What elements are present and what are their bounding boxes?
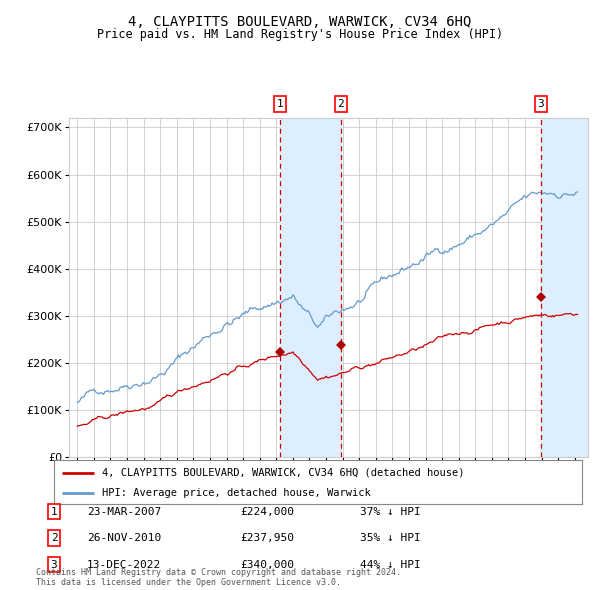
Bar <box>280 118 341 457</box>
Text: Contains HM Land Registry data © Crown copyright and database right 2024.
This d: Contains HM Land Registry data © Crown c… <box>36 568 401 587</box>
Text: 23-MAR-2007: 23-MAR-2007 <box>87 507 161 516</box>
Text: £224,000: £224,000 <box>240 507 294 516</box>
Bar <box>541 118 588 457</box>
Text: Price paid vs. HM Land Registry's House Price Index (HPI): Price paid vs. HM Land Registry's House … <box>97 28 503 41</box>
Text: 2: 2 <box>50 533 58 543</box>
Text: 1: 1 <box>50 507 58 516</box>
Text: 3: 3 <box>538 99 544 109</box>
Text: 26-NOV-2010: 26-NOV-2010 <box>87 533 161 543</box>
Text: 1: 1 <box>277 99 283 109</box>
Text: 35% ↓ HPI: 35% ↓ HPI <box>360 533 421 543</box>
Text: £237,950: £237,950 <box>240 533 294 543</box>
Text: 4, CLAYPITTS BOULEVARD, WARWICK, CV34 6HQ (detached house): 4, CLAYPITTS BOULEVARD, WARWICK, CV34 6H… <box>101 468 464 477</box>
Text: 4, CLAYPITTS BOULEVARD, WARWICK, CV34 6HQ: 4, CLAYPITTS BOULEVARD, WARWICK, CV34 6H… <box>128 15 472 29</box>
Text: £340,000: £340,000 <box>240 560 294 569</box>
Text: 37% ↓ HPI: 37% ↓ HPI <box>360 507 421 516</box>
Text: 13-DEC-2022: 13-DEC-2022 <box>87 560 161 569</box>
Text: 3: 3 <box>50 560 58 569</box>
Text: 44% ↓ HPI: 44% ↓ HPI <box>360 560 421 569</box>
Text: HPI: Average price, detached house, Warwick: HPI: Average price, detached house, Warw… <box>101 489 370 499</box>
Text: 2: 2 <box>338 99 344 109</box>
